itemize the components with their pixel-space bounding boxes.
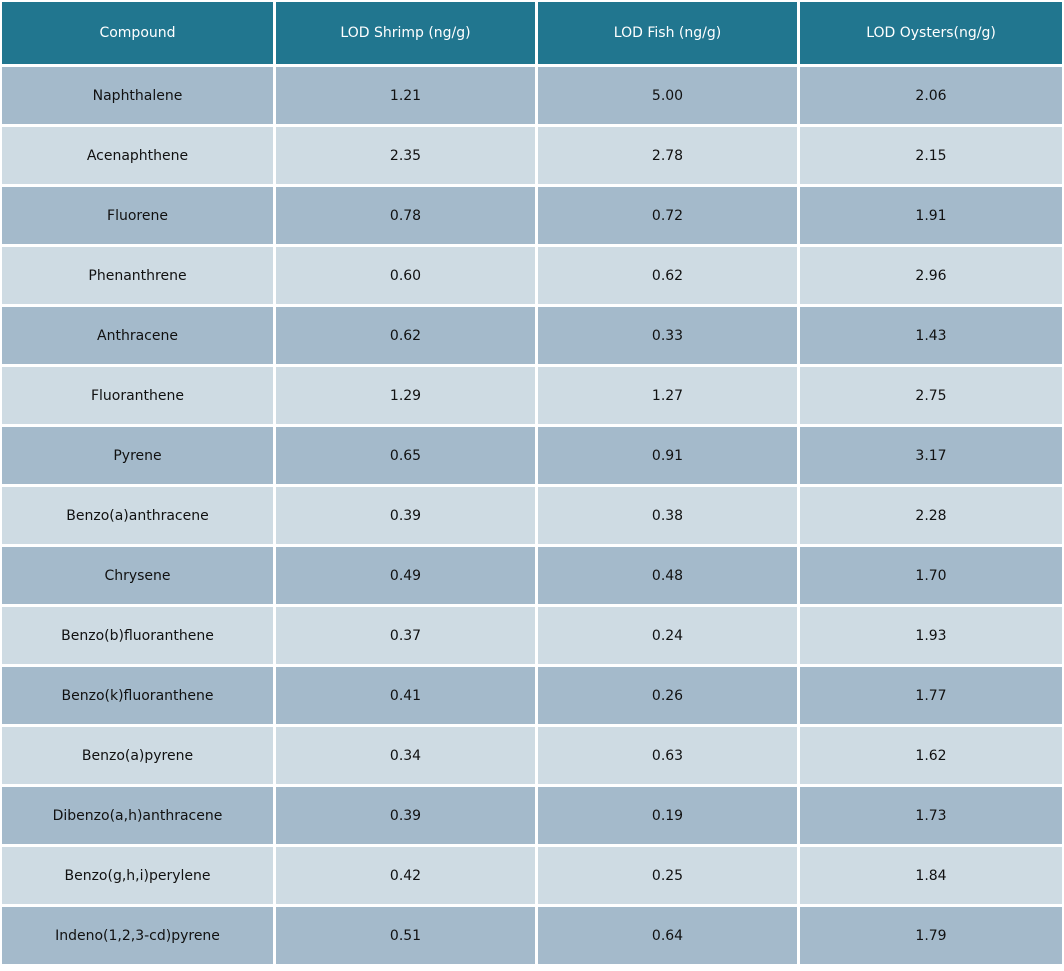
compound-cell: Benzo(a)anthracene <box>2 487 276 547</box>
compound-cell: Benzo(b)fluoranthene <box>2 607 276 667</box>
lod-oysters-cell: 1.73 <box>800 787 1062 847</box>
column-header-lod-oysters: LOD Oysters(ng/g) <box>800 2 1062 67</box>
lod-shrimp-cell: 0.60 <box>276 247 538 307</box>
compound-cell: Dibenzo(a,h)anthracene <box>2 787 276 847</box>
lod-shrimp-cell: 0.42 <box>276 847 538 907</box>
table-row: Pyrene 0.65 0.91 3.17 <box>2 427 1062 487</box>
lod-fish-cell: 0.63 <box>538 727 800 787</box>
compound-cell: Pyrene <box>2 427 276 487</box>
lod-shrimp-cell: 2.35 <box>276 127 538 187</box>
lod-oysters-cell: 1.43 <box>800 307 1062 367</box>
compound-cell: Benzo(k)fluoranthene <box>2 667 276 727</box>
table-row: Phenanthrene 0.60 0.62 2.96 <box>2 247 1062 307</box>
compound-cell: Benzo(g,h,i)perylene <box>2 847 276 907</box>
lod-fish-cell: 0.72 <box>538 187 800 247</box>
compound-cell: Indeno(1,2,3-cd)pyrene <box>2 907 276 967</box>
lod-fish-cell: 5.00 <box>538 67 800 127</box>
lod-fish-cell: 0.48 <box>538 547 800 607</box>
lod-fish-cell: 0.91 <box>538 427 800 487</box>
lod-shrimp-cell: 1.29 <box>276 367 538 427</box>
lod-oysters-cell: 1.70 <box>800 547 1062 607</box>
table-row: Dibenzo(a,h)anthracene 0.39 0.19 1.73 <box>2 787 1062 847</box>
compound-cell: Chrysene <box>2 547 276 607</box>
lod-shrimp-cell: 0.39 <box>276 787 538 847</box>
table-row: Fluoranthene 1.29 1.27 2.75 <box>2 367 1062 427</box>
table-row: Benzo(k)fluoranthene 0.41 0.26 1.77 <box>2 667 1062 727</box>
table-row: Benzo(b)fluoranthene 0.37 0.24 1.93 <box>2 607 1062 667</box>
lod-fish-cell: 0.25 <box>538 847 800 907</box>
lod-fish-cell: 0.62 <box>538 247 800 307</box>
table-row: Fluorene 0.78 0.72 1.91 <box>2 187 1062 247</box>
lod-oysters-cell: 1.62 <box>800 727 1062 787</box>
lod-fish-cell: 0.38 <box>538 487 800 547</box>
compound-cell: Naphthalene <box>2 67 276 127</box>
lod-shrimp-cell: 0.62 <box>276 307 538 367</box>
table-body: Naphthalene 1.21 5.00 2.06 Acenaphthene 2.35 2… <box>2 67 1062 967</box>
lod-oysters-cell: 2.06 <box>800 67 1062 127</box>
lod-shrimp-cell: 0.65 <box>276 427 538 487</box>
lod-shrimp-cell: 0.37 <box>276 607 538 667</box>
lod-shrimp-cell: 1.21 <box>276 67 538 127</box>
lod-oysters-cell: 2.75 <box>800 367 1062 427</box>
table-row: Naphthalene 1.21 5.00 2.06 <box>2 67 1062 127</box>
lod-fish-cell: 1.27 <box>538 367 800 427</box>
lod-shrimp-cell: 0.78 <box>276 187 538 247</box>
compound-cell: Fluorene <box>2 187 276 247</box>
lod-shrimp-cell: 0.39 <box>276 487 538 547</box>
column-header-lod-shrimp: LOD Shrimp (ng/g) <box>276 2 538 67</box>
compound-cell: Phenanthrene <box>2 247 276 307</box>
lod-shrimp-cell: 0.51 <box>276 907 538 967</box>
table-row: Benzo(a)pyrene 0.34 0.63 1.62 <box>2 727 1062 787</box>
lod-fish-cell: 0.33 <box>538 307 800 367</box>
lod-fish-cell: 0.26 <box>538 667 800 727</box>
compound-cell: Anthracene <box>2 307 276 367</box>
column-header-compound: Compound <box>2 2 276 67</box>
lod-oysters-cell: 1.93 <box>800 607 1062 667</box>
column-header-lod-fish: LOD Fish (ng/g) <box>538 2 800 67</box>
table-row: Indeno(1,2,3-cd)pyrene 0.51 0.64 1.79 <box>2 907 1062 967</box>
table-row: Chrysene 0.49 0.48 1.70 <box>2 547 1062 607</box>
lod-fish-cell: 2.78 <box>538 127 800 187</box>
lod-oysters-cell: 2.15 <box>800 127 1062 187</box>
table-row: Benzo(a)anthracene 0.39 0.38 2.28 <box>2 487 1062 547</box>
lod-shrimp-cell: 0.34 <box>276 727 538 787</box>
lod-oysters-cell: 1.79 <box>800 907 1062 967</box>
table-row: Anthracene 0.62 0.33 1.43 <box>2 307 1062 367</box>
lod-oysters-cell: 1.84 <box>800 847 1062 907</box>
lod-oysters-cell: 2.28 <box>800 487 1062 547</box>
header-row: Compound LOD Shrimp (ng/g) LOD Fish (ng/… <box>2 2 1062 67</box>
lod-fish-cell: 0.24 <box>538 607 800 667</box>
lod-fish-cell: 0.64 <box>538 907 800 967</box>
lod-oysters-cell: 1.91 <box>800 187 1062 247</box>
lod-oysters-cell: 2.96 <box>800 247 1062 307</box>
compound-cell: Acenaphthene <box>2 127 276 187</box>
table-row: Acenaphthene 2.35 2.78 2.15 <box>2 127 1062 187</box>
compound-cell: Benzo(a)pyrene <box>2 727 276 787</box>
table-header: Compound LOD Shrimp (ng/g) LOD Fish (ng/… <box>2 2 1062 67</box>
lod-oysters-cell: 3.17 <box>800 427 1062 487</box>
lod-shrimp-cell: 0.49 <box>276 547 538 607</box>
compound-cell: Fluoranthene <box>2 367 276 427</box>
table-row: Benzo(g,h,i)perylene 0.42 0.25 1.84 <box>2 847 1062 907</box>
lod-shrimp-cell: 0.41 <box>276 667 538 727</box>
lod-oysters-cell: 1.77 <box>800 667 1062 727</box>
lod-fish-cell: 0.19 <box>538 787 800 847</box>
